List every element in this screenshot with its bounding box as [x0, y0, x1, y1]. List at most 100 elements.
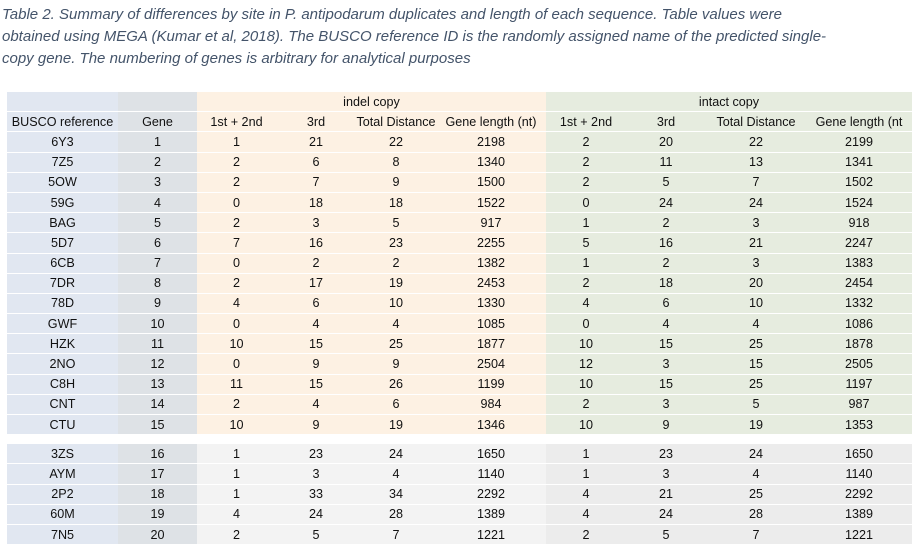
- table-cell: 3: [706, 212, 806, 234]
- table-cell: 2: [546, 524, 626, 545]
- table-cell: 2: [546, 172, 626, 193]
- table-cell: 24: [626, 504, 706, 525]
- table-cell: GWF: [7, 313, 118, 335]
- table-cell: 20: [626, 131, 706, 153]
- table-cell: 6: [626, 293, 706, 315]
- table-cell: 1332: [806, 293, 912, 315]
- table-cell: 1500: [436, 172, 546, 193]
- table-cell: C8H: [7, 374, 118, 395]
- table-cell: CTU: [7, 414, 118, 436]
- table-cell: 0: [197, 253, 276, 274]
- table-cell: 1: [197, 484, 276, 505]
- table-cell: 10: [546, 414, 626, 436]
- caption-line-1: Table 2. Summary of differences by site …: [2, 6, 782, 23]
- caption-line-3: copy gene. The numbering of genes is arb…: [2, 50, 471, 67]
- table-cell: 6Y3: [7, 131, 118, 153]
- table-cell: 4: [706, 313, 806, 335]
- table-row: AYM 17 1 3 4 1140 1 3 4 1140: [7, 463, 912, 485]
- table-cell: 13: [118, 374, 197, 395]
- table-cell: 2255: [436, 232, 546, 254]
- table-cell: 4: [546, 504, 626, 525]
- table-cell: 5OW: [7, 172, 118, 193]
- table-row: 60M 19 4 24 28 1389 4 24 28 1389: [7, 504, 912, 525]
- table-cell: 2505: [806, 353, 912, 375]
- data-table: indel copy intact copy BUSCO reference Ge…: [7, 92, 912, 545]
- table-cell: 4: [197, 293, 276, 315]
- table-cell: 11: [626, 152, 706, 173]
- table-cell: 1650: [806, 444, 912, 465]
- table-cell: 9: [276, 414, 356, 436]
- column-header: Gene: [118, 111, 197, 133]
- table-cell: 2199: [806, 131, 912, 153]
- table-cell: 18: [276, 192, 356, 214]
- table-row: 2P2 18 1 33 34 2292 4 21 25 2292: [7, 484, 912, 505]
- table-cell: 7: [706, 524, 806, 545]
- table-cell: 13: [706, 152, 806, 173]
- table-cell: 987: [806, 394, 912, 416]
- table-cell: 2: [197, 273, 276, 294]
- table-cell: 25: [706, 374, 806, 395]
- table-cell: 19: [356, 273, 436, 294]
- table-cell: 4: [706, 463, 806, 485]
- table-row: 6Y3 1 1 21 22 2198 2 20 22 2199: [7, 131, 912, 153]
- table-cell: 18: [118, 484, 197, 505]
- table-cell: 2: [197, 394, 276, 416]
- table-cell: 25: [356, 333, 436, 355]
- table-caption: Table 2. Summary of differences by site …: [2, 4, 907, 70]
- table-cell: 1389: [806, 504, 912, 525]
- table-cell: 918: [806, 212, 912, 234]
- table-cell: 1353: [806, 414, 912, 436]
- table-cell: 2: [546, 273, 626, 294]
- table-cell: 1382: [436, 253, 546, 274]
- table-cell: 10: [197, 414, 276, 436]
- column-header: Total Distance: [356, 111, 436, 133]
- table-cell: 2: [626, 212, 706, 234]
- table-cell: AYM: [7, 463, 118, 485]
- table-cell: 2: [546, 152, 626, 173]
- table-cell: 59G: [7, 192, 118, 214]
- table-cell: 1: [197, 131, 276, 153]
- table-cell: 984: [436, 394, 546, 416]
- table-cell: 5: [356, 212, 436, 234]
- table-cell: BAG: [7, 212, 118, 234]
- table-cell: 19: [356, 414, 436, 436]
- table-cell: 6: [276, 293, 356, 315]
- table-cell: 11: [197, 374, 276, 395]
- table-cell: 1383: [806, 253, 912, 274]
- table-cell: 2247: [806, 232, 912, 254]
- table-cell: 15: [276, 333, 356, 355]
- table-cell: 4: [276, 313, 356, 335]
- table-cell: 2: [626, 253, 706, 274]
- table-cell: 6CB: [7, 253, 118, 274]
- table-row: BAG 5 2 3 5 917 1 2 3 918: [7, 212, 912, 234]
- table-cell: 0: [546, 192, 626, 214]
- table-cell: 7: [706, 172, 806, 193]
- table-cell: 1: [546, 253, 626, 274]
- table-cell: 15: [118, 414, 197, 436]
- table-cell: 5: [276, 524, 356, 545]
- table-cell: 14: [118, 394, 197, 416]
- table-cell: 18: [356, 192, 436, 214]
- table-cell: 15: [706, 353, 806, 375]
- table-cell: 21: [276, 131, 356, 153]
- table-row: 7N5 20 2 5 7 1221 2 5 7 1221: [7, 524, 912, 545]
- table-cell: 7: [118, 253, 197, 274]
- table-cell: 9: [356, 172, 436, 193]
- table-row: C8H 13 11 15 26 1199 10 15 25 1197: [7, 374, 912, 395]
- table-cell: 1: [197, 463, 276, 485]
- table-cell: 2: [546, 131, 626, 153]
- table-cell: 2: [356, 253, 436, 274]
- table-cell: 1389: [436, 504, 546, 525]
- table-cell: 0: [197, 313, 276, 335]
- table-cell: 1140: [806, 463, 912, 485]
- table-cell: 3: [276, 212, 356, 234]
- table-cell: 60M: [7, 504, 118, 525]
- group-header-blank: [7, 92, 118, 113]
- table-cell: 3: [118, 172, 197, 193]
- table-cell: 2: [197, 212, 276, 234]
- table-cell: 0: [197, 192, 276, 214]
- table-cell: 2NO: [7, 353, 118, 375]
- table-cell: 10: [118, 313, 197, 335]
- group-header-blank: [118, 92, 197, 113]
- table-cell: HZK: [7, 333, 118, 355]
